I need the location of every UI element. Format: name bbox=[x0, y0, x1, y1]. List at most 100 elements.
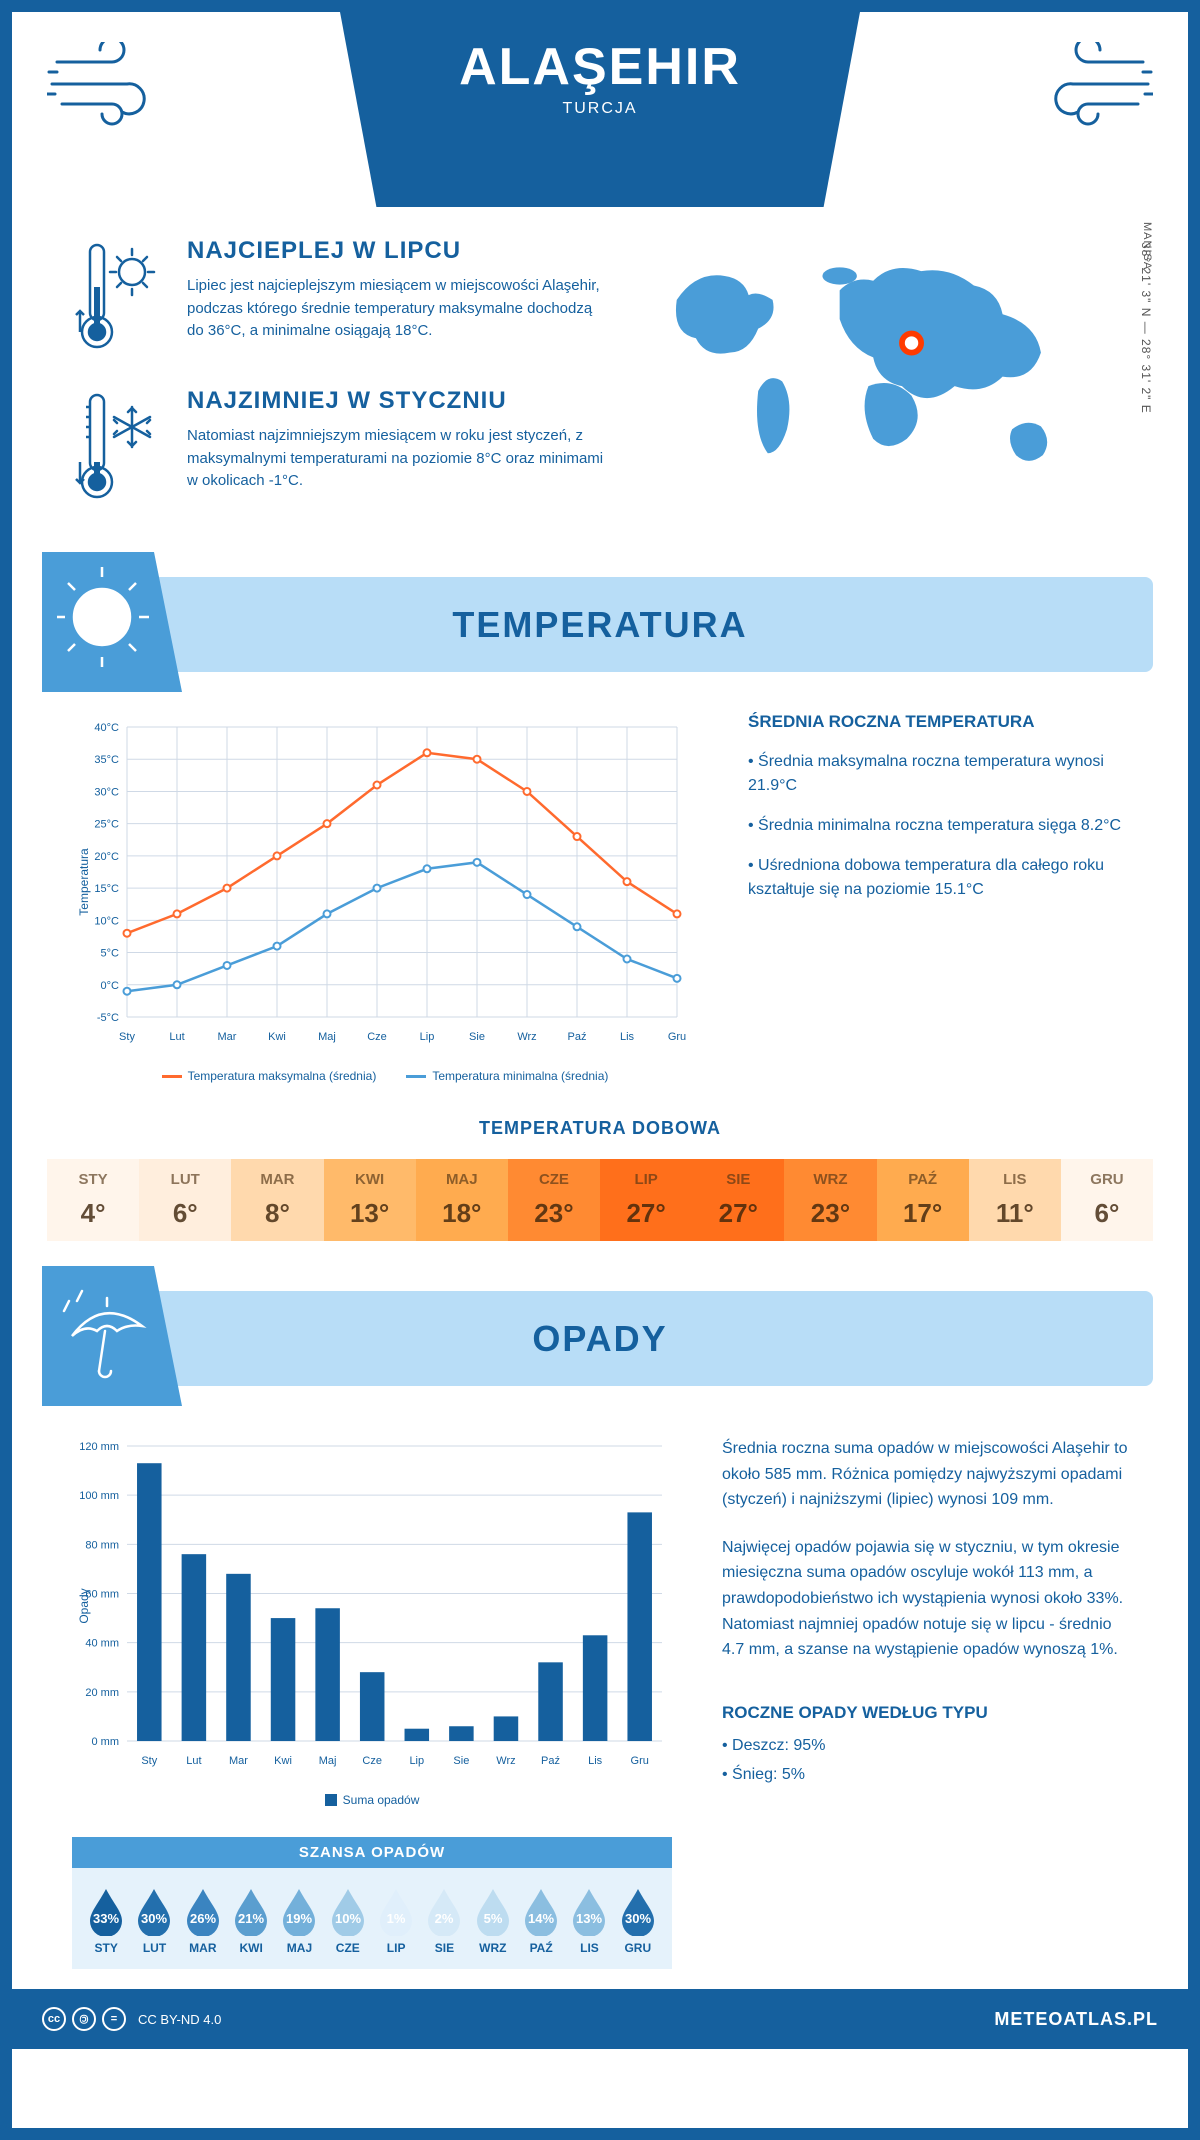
thermometer-cold-icon bbox=[72, 387, 162, 507]
chance-cell: 1% LIP bbox=[372, 1886, 420, 1955]
svg-text:Gru: Gru bbox=[668, 1031, 686, 1043]
hottest-month-block: NAJCIEPLEJ W LIPCU Lipiec jest najcieple… bbox=[72, 237, 608, 357]
daily-temp-cell: GRU6° bbox=[1061, 1159, 1153, 1241]
svg-text:Lip: Lip bbox=[409, 1755, 424, 1767]
wind-icon bbox=[47, 42, 177, 127]
precip-type-heading: ROCZNE OPADY WEDŁUG TYPU bbox=[722, 1703, 1128, 1723]
svg-text:5%: 5% bbox=[483, 1911, 502, 1926]
svg-text:Lip: Lip bbox=[420, 1031, 435, 1043]
daily-temp-cell: WRZ23° bbox=[784, 1159, 876, 1241]
chance-cell: 21% KWI bbox=[227, 1886, 275, 1955]
chance-cell: 26% MAR bbox=[179, 1886, 227, 1955]
svg-text:25°C: 25°C bbox=[94, 819, 119, 831]
svg-text:19%: 19% bbox=[286, 1911, 312, 1926]
daily-temp-title: TEMPERATURA DOBOWA bbox=[12, 1118, 1188, 1139]
page-header: ALAŞEHIR TURCJA bbox=[12, 12, 1188, 207]
precip-para: Średnia roczna suma opadów w miejscowośc… bbox=[722, 1436, 1128, 1513]
svg-text:Lut: Lut bbox=[186, 1755, 201, 1767]
chance-cell: 33% STY bbox=[82, 1886, 130, 1955]
svg-text:Lut: Lut bbox=[169, 1031, 184, 1043]
svg-text:Kwi: Kwi bbox=[274, 1755, 292, 1767]
precip-section-banner: OPADY bbox=[47, 1291, 1153, 1386]
chance-cell: 10% CZE bbox=[324, 1886, 372, 1955]
coldest-month-block: NAJZIMNIEJ W STYCZNIU Natomiast najzimni… bbox=[72, 387, 608, 507]
svg-text:15°C: 15°C bbox=[94, 883, 119, 895]
temp-stat: • Uśredniona dobowa temperatura dla całe… bbox=[748, 854, 1128, 902]
daily-temp-cell: KWI13° bbox=[324, 1159, 416, 1241]
svg-text:0°C: 0°C bbox=[101, 980, 120, 992]
map-marker-icon bbox=[902, 333, 921, 352]
svg-text:Paź: Paź bbox=[568, 1031, 587, 1043]
svg-text:Wrz: Wrz bbox=[517, 1031, 536, 1043]
cold-text: Natomiast najzimniejszym miesiącem w rok… bbox=[187, 425, 608, 493]
svg-text:30°C: 30°C bbox=[94, 786, 119, 798]
svg-text:14%: 14% bbox=[528, 1911, 554, 1926]
site-name: METEOATLAS.PL bbox=[994, 2009, 1158, 2030]
svg-text:80 mm: 80 mm bbox=[85, 1539, 119, 1551]
svg-text:Wrz: Wrz bbox=[496, 1755, 515, 1767]
chance-title: SZANSA OPADÓW bbox=[72, 1837, 672, 1868]
coordinates: 38° 21' 3" N — 28° 31' 2" E bbox=[1139, 242, 1153, 414]
daily-temp-cell: PAŹ17° bbox=[877, 1159, 969, 1241]
wind-icon bbox=[1023, 42, 1153, 127]
chance-cell: 5% WRZ bbox=[469, 1886, 517, 1955]
svg-text:20 mm: 20 mm bbox=[85, 1687, 119, 1699]
precipitation-bar-chart: 0 mm20 mm40 mm60 mm80 mm100 mm120 mmStyL… bbox=[72, 1436, 672, 1776]
svg-text:10%: 10% bbox=[335, 1911, 361, 1926]
thermometer-hot-icon bbox=[72, 237, 162, 357]
svg-text:Maj: Maj bbox=[318, 1031, 336, 1043]
svg-text:13%: 13% bbox=[576, 1911, 602, 1926]
page-footer: cc🄯= CC BY-ND 4.0 METEOATLAS.PL bbox=[12, 1989, 1188, 2049]
daily-temp-row: STY4°LUT6°MAR8°KWI13°MAJ18°CZE23°LIP27°S… bbox=[47, 1159, 1153, 1241]
svg-text:Gru: Gru bbox=[631, 1755, 649, 1767]
sun-icon bbox=[57, 562, 157, 682]
license-label: CC BY-ND 4.0 bbox=[138, 2012, 221, 2027]
svg-text:Mar: Mar bbox=[229, 1755, 248, 1767]
svg-text:Cze: Cze bbox=[362, 1755, 382, 1767]
chance-cell: 19% MAJ bbox=[275, 1886, 323, 1955]
svg-text:40°C: 40°C bbox=[94, 722, 119, 734]
svg-text:40 mm: 40 mm bbox=[85, 1638, 119, 1650]
svg-text:26%: 26% bbox=[190, 1911, 216, 1926]
temperature-title: TEMPERATURA bbox=[452, 604, 747, 646]
temp-chart-legend: Temperatura maksymalna (średnia) Tempera… bbox=[72, 1069, 698, 1083]
daily-temp-cell: LIS11° bbox=[969, 1159, 1061, 1241]
world-map: MANISA 38° 21' 3" N — 28° 31' 2" E bbox=[648, 237, 1128, 537]
svg-text:100 mm: 100 mm bbox=[79, 1490, 119, 1502]
daily-temp-cell: MAR8° bbox=[231, 1159, 323, 1241]
svg-text:Opady: Opady bbox=[77, 1588, 91, 1623]
hot-heading: NAJCIEPLEJ W LIPCU bbox=[187, 237, 608, 265]
svg-text:-5°C: -5°C bbox=[97, 1012, 119, 1024]
svg-text:Maj: Maj bbox=[319, 1755, 337, 1767]
daily-temp-cell: LIP27° bbox=[600, 1159, 692, 1241]
svg-text:Cze: Cze bbox=[367, 1031, 387, 1043]
svg-text:Sie: Sie bbox=[469, 1031, 485, 1043]
svg-text:Sty: Sty bbox=[141, 1755, 157, 1767]
temperature-section-banner: TEMPERATURA bbox=[47, 577, 1153, 672]
svg-text:120 mm: 120 mm bbox=[79, 1441, 119, 1453]
svg-text:2%: 2% bbox=[435, 1911, 454, 1926]
chance-cell: 30% LUT bbox=[130, 1886, 178, 1955]
svg-text:21%: 21% bbox=[238, 1911, 264, 1926]
legend-min: Temperatura minimalna (średnia) bbox=[432, 1069, 608, 1083]
svg-text:Sie: Sie bbox=[453, 1755, 469, 1767]
chance-cell: 30% GRU bbox=[614, 1886, 662, 1955]
svg-text:1%: 1% bbox=[387, 1911, 406, 1926]
svg-text:Sty: Sty bbox=[119, 1031, 135, 1043]
daily-temp-cell: SIE27° bbox=[692, 1159, 784, 1241]
svg-text:30%: 30% bbox=[625, 1911, 651, 1926]
svg-text:35°C: 35°C bbox=[94, 754, 119, 766]
svg-text:Temperatura: Temperatura bbox=[77, 848, 91, 916]
chance-row: 33% STY 30% LUT 26% MAR 21% KWI 19% MAJ … bbox=[72, 1868, 672, 1969]
temperature-line-chart: -5°C0°C5°C10°C15°C20°C25°C30°C35°C40°CSt… bbox=[72, 712, 692, 1052]
city-name: ALAŞEHIR bbox=[360, 37, 840, 97]
umbrella-icon bbox=[57, 1276, 157, 1396]
precip-para: Najwięcej opadów pojawia się w styczniu,… bbox=[722, 1535, 1128, 1663]
chance-cell: 13% LIS bbox=[565, 1886, 613, 1955]
chance-cell: 14% PAŹ bbox=[517, 1886, 565, 1955]
svg-text:33%: 33% bbox=[93, 1911, 119, 1926]
svg-text:10°C: 10°C bbox=[94, 915, 119, 927]
daily-temp-cell: MAJ18° bbox=[416, 1159, 508, 1241]
daily-temp-cell: CZE23° bbox=[508, 1159, 600, 1241]
cold-heading: NAJZIMNIEJ W STYCZNIU bbox=[187, 387, 608, 415]
